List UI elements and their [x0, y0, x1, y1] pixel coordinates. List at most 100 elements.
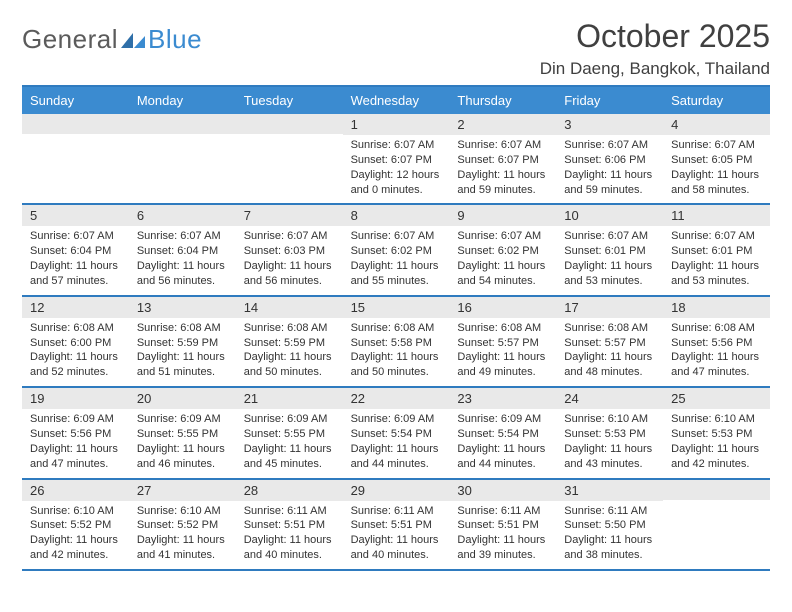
day-detail-line: Sunrise: 6:08 AM [30, 321, 121, 336]
day-details: Sunrise: 6:09 AMSunset: 5:56 PMDaylight:… [22, 409, 129, 477]
calendar-day-cell: 17Sunrise: 6:08 AMSunset: 5:57 PMDayligh… [556, 297, 663, 386]
day-number: 7 [236, 205, 343, 226]
day-detail-line: Sunrise: 6:07 AM [351, 229, 442, 244]
day-detail-line: Sunset: 6:06 PM [564, 153, 655, 168]
calendar-day-cell: 10Sunrise: 6:07 AMSunset: 6:01 PMDayligh… [556, 205, 663, 294]
calendar-day-cell: 29Sunrise: 6:11 AMSunset: 5:51 PMDayligh… [343, 480, 450, 569]
day-detail-line: and 49 minutes. [457, 365, 548, 380]
day-details: Sunrise: 6:10 AMSunset: 5:53 PMDaylight:… [556, 409, 663, 477]
day-detail-line: and 48 minutes. [564, 365, 655, 380]
day-detail-line: Daylight: 11 hours [244, 350, 335, 365]
day-number: 26 [22, 480, 129, 501]
day-detail-line: Daylight: 11 hours [30, 442, 121, 457]
calendar-day-cell [663, 480, 770, 569]
day-detail-line: Daylight: 11 hours [351, 259, 442, 274]
day-number: 2 [449, 114, 556, 135]
day-details: Sunrise: 6:10 AMSunset: 5:53 PMDaylight:… [663, 409, 770, 477]
day-details: Sunrise: 6:09 AMSunset: 5:55 PMDaylight:… [236, 409, 343, 477]
day-detail-line: Daylight: 11 hours [244, 442, 335, 457]
day-detail-line: and 40 minutes. [351, 548, 442, 563]
calendar-day-cell: 4Sunrise: 6:07 AMSunset: 6:05 PMDaylight… [663, 114, 770, 203]
day-detail-line: Sunrise: 6:09 AM [351, 412, 442, 427]
day-detail-line: Sunset: 5:53 PM [564, 427, 655, 442]
day-detail-line: Sunset: 5:52 PM [30, 518, 121, 533]
day-details: Sunrise: 6:10 AMSunset: 5:52 PMDaylight:… [22, 501, 129, 569]
calendar-day-cell: 5Sunrise: 6:07 AMSunset: 6:04 PMDaylight… [22, 205, 129, 294]
day-detail-line: Daylight: 11 hours [457, 259, 548, 274]
day-detail-line: Sunrise: 6:07 AM [351, 138, 442, 153]
day-detail-line: Sunset: 6:07 PM [351, 153, 442, 168]
day-details: Sunrise: 6:09 AMSunset: 5:55 PMDaylight:… [129, 409, 236, 477]
day-details: Sunrise: 6:07 AMSunset: 6:07 PMDaylight:… [343, 135, 450, 203]
day-detail-line: Daylight: 11 hours [30, 350, 121, 365]
day-details: Sunrise: 6:08 AMSunset: 5:59 PMDaylight:… [129, 318, 236, 386]
weekday-header: Saturday [663, 87, 770, 114]
day-detail-line: Sunrise: 6:07 AM [30, 229, 121, 244]
day-detail-line: Sunrise: 6:10 AM [671, 412, 762, 427]
weekday-header-row: Sunday Monday Tuesday Wednesday Thursday… [22, 87, 770, 114]
day-detail-line: Sunset: 5:57 PM [457, 336, 548, 351]
day-details [129, 134, 236, 192]
day-detail-line: Sunset: 6:04 PM [30, 244, 121, 259]
day-detail-line: and 55 minutes. [351, 274, 442, 289]
day-detail-line: and 42 minutes. [30, 548, 121, 563]
calendar-day-cell: 14Sunrise: 6:08 AMSunset: 5:59 PMDayligh… [236, 297, 343, 386]
calendar-week-row: 12Sunrise: 6:08 AMSunset: 6:00 PMDayligh… [22, 297, 770, 388]
day-detail-line: Sunset: 6:01 PM [671, 244, 762, 259]
day-number: 18 [663, 297, 770, 318]
day-detail-line: Daylight: 11 hours [244, 533, 335, 548]
day-detail-line: Sunrise: 6:10 AM [30, 504, 121, 519]
day-detail-line: Sunset: 5:52 PM [137, 518, 228, 533]
day-number: 28 [236, 480, 343, 501]
calendar-day-cell [236, 114, 343, 203]
day-detail-line: and 56 minutes. [244, 274, 335, 289]
day-details: Sunrise: 6:08 AMSunset: 5:58 PMDaylight:… [343, 318, 450, 386]
day-number: 29 [343, 480, 450, 501]
calendar-day-cell: 9Sunrise: 6:07 AMSunset: 6:02 PMDaylight… [449, 205, 556, 294]
day-details [236, 134, 343, 192]
calendar-day-cell: 12Sunrise: 6:08 AMSunset: 6:00 PMDayligh… [22, 297, 129, 386]
day-detail-line: Sunset: 5:59 PM [244, 336, 335, 351]
day-detail-line: Daylight: 11 hours [457, 442, 548, 457]
calendar-day-cell: 7Sunrise: 6:07 AMSunset: 6:03 PMDaylight… [236, 205, 343, 294]
day-details: Sunrise: 6:07 AMSunset: 6:01 PMDaylight:… [556, 226, 663, 294]
day-details: Sunrise: 6:07 AMSunset: 6:02 PMDaylight:… [343, 226, 450, 294]
weekday-header: Sunday [22, 87, 129, 114]
day-detail-line: Sunrise: 6:07 AM [457, 138, 548, 153]
day-detail-line: and 39 minutes. [457, 548, 548, 563]
calendar-day-cell: 18Sunrise: 6:08 AMSunset: 5:56 PMDayligh… [663, 297, 770, 386]
calendar-day-cell [129, 114, 236, 203]
day-number: 30 [449, 480, 556, 501]
day-detail-line: Sunset: 5:53 PM [671, 427, 762, 442]
calendar-day-cell: 22Sunrise: 6:09 AMSunset: 5:54 PMDayligh… [343, 388, 450, 477]
day-details: Sunrise: 6:07 AMSunset: 6:04 PMDaylight:… [129, 226, 236, 294]
day-detail-line: Sunrise: 6:08 AM [137, 321, 228, 336]
day-detail-line: Daylight: 11 hours [564, 442, 655, 457]
logo-sail-icon [120, 31, 146, 49]
day-details: Sunrise: 6:09 AMSunset: 5:54 PMDaylight:… [449, 409, 556, 477]
day-number [22, 114, 129, 134]
page-header: General Blue October 2025 Din Daeng, Ban… [22, 18, 770, 79]
day-detail-line: Sunrise: 6:09 AM [244, 412, 335, 427]
day-number: 27 [129, 480, 236, 501]
brand-logo: General Blue [22, 18, 202, 55]
day-detail-line: Sunrise: 6:07 AM [457, 229, 548, 244]
day-detail-line: Daylight: 11 hours [564, 350, 655, 365]
calendar-day-cell: 19Sunrise: 6:09 AMSunset: 5:56 PMDayligh… [22, 388, 129, 477]
day-detail-line: Sunset: 6:00 PM [30, 336, 121, 351]
day-detail-line: Daylight: 11 hours [244, 259, 335, 274]
day-detail-line: Sunset: 6:04 PM [137, 244, 228, 259]
day-detail-line: Daylight: 11 hours [671, 168, 762, 183]
day-detail-line: Sunset: 5:51 PM [457, 518, 548, 533]
day-details: Sunrise: 6:11 AMSunset: 5:50 PMDaylight:… [556, 501, 663, 569]
day-detail-line: Sunrise: 6:08 AM [671, 321, 762, 336]
day-detail-line: Daylight: 11 hours [351, 350, 442, 365]
calendar-day-cell: 24Sunrise: 6:10 AMSunset: 5:53 PMDayligh… [556, 388, 663, 477]
day-detail-line: Daylight: 11 hours [137, 533, 228, 548]
calendar-day-cell: 16Sunrise: 6:08 AMSunset: 5:57 PMDayligh… [449, 297, 556, 386]
calendar-day-cell: 23Sunrise: 6:09 AMSunset: 5:54 PMDayligh… [449, 388, 556, 477]
logo-word-general: General [22, 24, 118, 55]
calendar-day-cell: 25Sunrise: 6:10 AMSunset: 5:53 PMDayligh… [663, 388, 770, 477]
day-detail-line: Sunset: 5:56 PM [671, 336, 762, 351]
day-detail-line: Sunrise: 6:07 AM [671, 229, 762, 244]
